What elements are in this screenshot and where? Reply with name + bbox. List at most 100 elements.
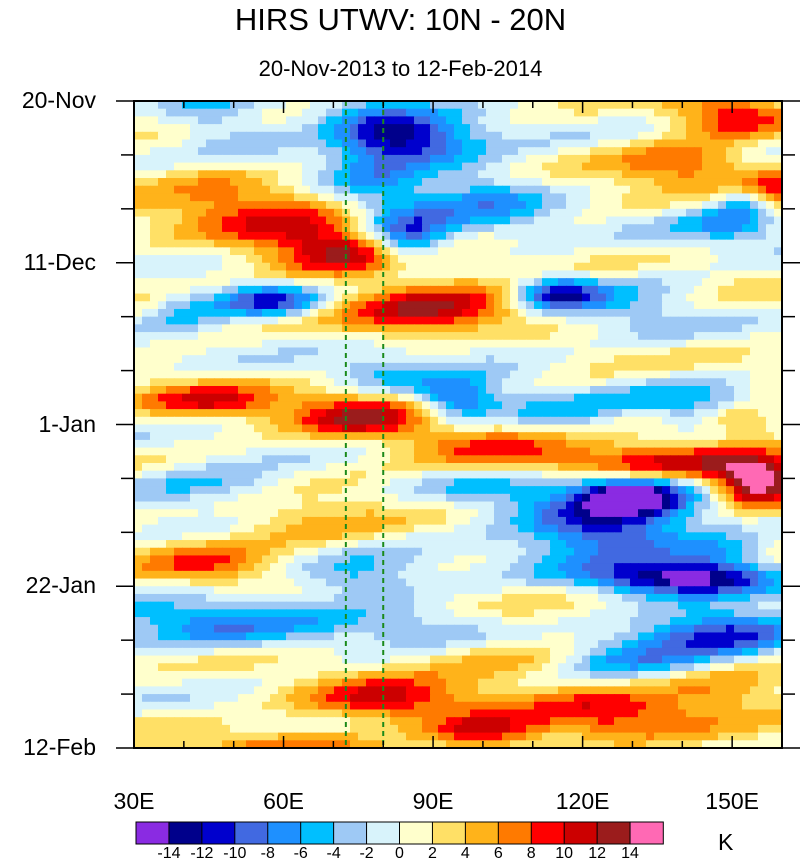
heatmap-cell: [606, 478, 615, 487]
heatmap-cell: [270, 147, 279, 156]
heatmap-cell: [422, 170, 431, 179]
heatmap-cell: [398, 270, 407, 279]
heatmap-cell: [742, 455, 751, 464]
heatmap-cell: [510, 162, 519, 171]
heatmap-cell: [182, 316, 191, 325]
heatmap-cell: [550, 185, 559, 195]
heatmap-cell: [278, 193, 287, 202]
heatmap-cell: [614, 247, 623, 256]
heatmap-cell: [366, 147, 375, 156]
heatmap-cell: [470, 178, 479, 187]
heatmap-cell: [702, 293, 711, 302]
heatmap-cell: [254, 401, 263, 410]
heatmap-cell: [614, 555, 623, 564]
heatmap-cell: [206, 547, 215, 557]
heatmap-cell: [286, 370, 295, 379]
heatmap-cell: [494, 108, 503, 117]
heatmap-cell: [206, 563, 215, 572]
heatmap-cell: [438, 185, 447, 195]
heatmap-cell: [598, 178, 607, 187]
heatmap-cell: [430, 416, 439, 426]
heatmap-cell: [190, 540, 199, 549]
heatmap-cell: [526, 486, 535, 495]
heatmap-cell: [510, 532, 519, 541]
heatmap-cell: [294, 416, 303, 426]
heatmap-cell: [366, 324, 375, 333]
heatmap-cell: [654, 116, 663, 125]
heatmap-cell: [302, 185, 311, 195]
heatmap-cell: [238, 385, 247, 395]
heatmap-cell: [414, 201, 423, 210]
heatmap-cell: [478, 255, 487, 264]
heatmap-cell: [142, 540, 151, 549]
heatmap-cell: [382, 270, 391, 279]
heatmap-cell: [606, 447, 615, 456]
heatmap-cell: [646, 139, 655, 148]
heatmap-cell: [758, 424, 767, 433]
heatmap-cell: [310, 493, 319, 503]
heatmap-cell: [230, 362, 239, 372]
heatmap-cell: [174, 432, 183, 441]
heatmap-cell: [286, 532, 295, 541]
heatmap-cell: [326, 493, 335, 503]
heatmap-cell: [326, 570, 335, 580]
heatmap-cell: [374, 524, 383, 533]
heatmap-cell: [214, 124, 223, 133]
heatmap-cell: [686, 409, 695, 418]
heatmap-cell: [670, 208, 679, 218]
heatmap-cell: [278, 455, 287, 464]
heatmap-cell: [190, 308, 199, 318]
heatmap-cell: [678, 540, 687, 549]
heatmap-cell: [198, 416, 207, 426]
heatmap-cell: [318, 478, 327, 487]
heatmap-cell: [150, 285, 159, 295]
heatmap-cell: [398, 378, 407, 387]
heatmap-cell: [150, 116, 159, 125]
heatmap-cell: [662, 493, 671, 503]
heatmap-cell: [334, 316, 343, 325]
heatmap-cell: [694, 255, 703, 264]
heatmap-cell: [150, 316, 159, 325]
heatmap-cell: [270, 301, 279, 310]
heatmap-cell: [734, 547, 743, 557]
heatmap-cell: [398, 424, 407, 433]
heatmap-cell: [718, 239, 727, 248]
heatmap-cell: [494, 208, 503, 218]
heatmap-cell: [318, 108, 327, 117]
heatmap-cell: [526, 324, 535, 333]
heatmap-cell: [598, 532, 607, 541]
heatmap-cell: [630, 193, 639, 202]
heatmap-cell: [406, 316, 415, 325]
heatmap-cell: [774, 154, 783, 164]
heatmap-cell: [238, 424, 247, 433]
heatmap-cell: [590, 555, 599, 564]
heatmap-cell: [494, 178, 503, 187]
heatmap-cell: [334, 278, 343, 287]
heatmap-cell: [526, 455, 535, 464]
heatmap-cell: [158, 185, 167, 195]
heatmap-cell: [150, 262, 159, 272]
heatmap-cell: [238, 540, 247, 549]
heatmap-cell: [406, 154, 415, 164]
heatmap-cell: [166, 432, 175, 441]
heatmap-cell: [302, 563, 311, 572]
heatmap-cell: [478, 409, 487, 418]
heatmap-cell: [774, 147, 783, 156]
heatmap-cell: [566, 139, 575, 148]
heatmap-cell: [238, 463, 247, 472]
heatmap-cell: [230, 347, 239, 356]
heatmap-cell: [222, 524, 231, 533]
heatmap-cell: [238, 493, 247, 503]
heatmap-cell: [630, 324, 639, 333]
heatmap-cell: [558, 570, 567, 580]
heatmap-cell: [366, 570, 375, 580]
heatmap-cell: [278, 324, 287, 333]
heatmap-cell: [182, 524, 191, 533]
heatmap-cell: [390, 101, 399, 110]
heatmap-cell: [614, 170, 623, 179]
heatmap-cell: [614, 201, 623, 210]
heatmap-cell: [486, 293, 495, 302]
heatmap-cell: [486, 285, 495, 295]
heatmap-cell: [494, 324, 503, 333]
heatmap-cell: [726, 301, 735, 310]
